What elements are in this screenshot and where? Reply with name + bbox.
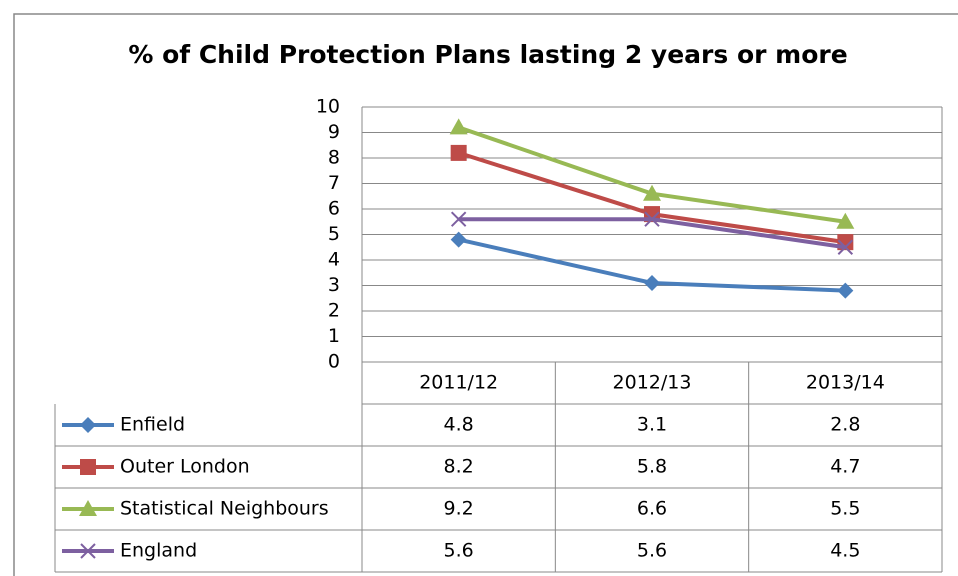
table-value: 2.8 xyxy=(830,414,860,436)
marker xyxy=(837,239,854,255)
y-tick-label: 1 xyxy=(328,325,340,347)
y-tick-label: 3 xyxy=(328,274,340,296)
legend-label: Outer London xyxy=(120,456,250,478)
table-value: 4.5 xyxy=(830,540,860,562)
x-tick-label: 2013/14 xyxy=(806,372,885,394)
x-tick-label: 2012/13 xyxy=(613,372,692,394)
marker xyxy=(837,282,854,299)
table-value: 5.8 xyxy=(637,456,667,478)
marker xyxy=(644,274,660,291)
legend-label: England xyxy=(120,540,197,562)
table-value: 5.6 xyxy=(637,540,667,562)
marker xyxy=(450,231,467,248)
y-tick-label: 4 xyxy=(328,249,340,271)
chart-border xyxy=(13,13,958,576)
table-value: 4.8 xyxy=(444,414,474,436)
marker xyxy=(644,211,660,227)
marker xyxy=(450,211,467,227)
y-tick-label: 5 xyxy=(328,223,340,245)
y-tick-label: 7 xyxy=(328,172,340,194)
table-value: 9.2 xyxy=(444,498,474,520)
table-value: 5.6 xyxy=(444,540,474,562)
y-tick-label: 0 xyxy=(328,351,340,373)
marker xyxy=(80,417,96,433)
marker xyxy=(643,184,661,201)
marker xyxy=(80,459,96,475)
legend-label: Statistical Neighbours xyxy=(120,498,329,520)
x-tick-label: 2011/12 xyxy=(419,372,498,394)
marker xyxy=(449,118,468,135)
table-value: 8.2 xyxy=(444,456,474,478)
y-tick-label: 8 xyxy=(328,147,340,169)
y-tick-label: 9 xyxy=(328,121,340,143)
y-tick-label: 6 xyxy=(328,198,340,220)
marker xyxy=(79,500,97,516)
marker xyxy=(836,212,855,229)
y-tick-label: 10 xyxy=(316,96,340,118)
y-tick-label: 2 xyxy=(328,300,340,322)
marker xyxy=(450,144,467,161)
legend-label: Enfield xyxy=(120,414,185,436)
table-value: 5.5 xyxy=(830,498,860,520)
marker xyxy=(80,543,96,559)
chart-title: % of Child Protection Plans lasting 2 ye… xyxy=(128,40,847,69)
table-value: 3.1 xyxy=(637,414,667,436)
table-value: 4.7 xyxy=(830,456,860,478)
table-value: 6.6 xyxy=(637,498,667,520)
